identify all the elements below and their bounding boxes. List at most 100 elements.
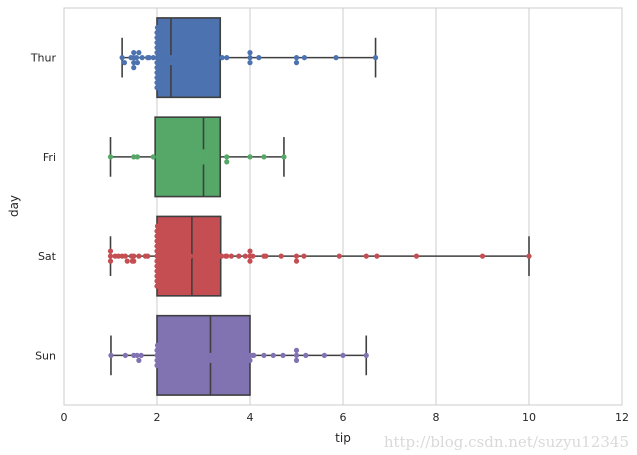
swarm-point-sat [413, 253, 420, 259]
swarm-point-sat [200, 268, 207, 274]
x-tick-label: 12 [615, 411, 629, 424]
swarm-point-sat [224, 253, 230, 259]
swarm-point-sun [251, 352, 257, 358]
swarm-point-sat [200, 238, 207, 244]
y-tick-label: Sun [35, 349, 56, 362]
swarm-point-sat [158, 253, 164, 259]
swarm-point-fri [200, 149, 207, 155]
y-axis-label: day [7, 195, 21, 217]
swarm-point-sat [136, 253, 142, 259]
swarm-point-sat [247, 248, 253, 254]
swarm-point-thur [256, 55, 262, 61]
swarm-point-sat [278, 253, 284, 259]
y-tick-label: Thur [30, 52, 57, 65]
swarm-point-fri [200, 159, 207, 165]
swarm-point-fri [247, 154, 253, 160]
watermark-text: http://blog.csdn.net/suzyu12345 [383, 433, 629, 451]
swarm-point-sun [293, 352, 300, 358]
swarm-point-sat [242, 253, 248, 259]
swarm-point-sat [209, 253, 215, 259]
swarm-point-thur [154, 65, 160, 71]
swarm-point-sun [108, 352, 114, 358]
swarm-point-sat [154, 238, 160, 244]
swarm-point-thur [158, 55, 164, 61]
swarm-point-fri [163, 154, 169, 160]
swarm-point-thur [154, 25, 161, 31]
swarm-point-sun [321, 352, 327, 358]
swarm-point-sat [301, 253, 307, 259]
swarm-point-thur [200, 55, 207, 61]
swarm-point-sat [154, 228, 160, 234]
swarm-point-sun [134, 352, 140, 358]
swarm-point-sun [136, 357, 142, 363]
swarm-point-fri [261, 154, 267, 160]
swarm-point-sat [200, 248, 207, 254]
swarm-point-thur [301, 55, 308, 61]
swarm-point-thur [168, 60, 175, 66]
swarm-point-thur [154, 45, 160, 51]
swarm-point-sun [261, 352, 267, 358]
swarm-point-sat [526, 253, 532, 259]
swarm-point-sun [224, 362, 230, 368]
swarm-point-sat [155, 258, 161, 264]
swarm-point-fri [177, 154, 183, 160]
swarm-point-sat [200, 258, 207, 264]
swarm-point-sat [250, 253, 256, 259]
swarm-point-sun [226, 342, 232, 348]
swarm-point-sun [340, 352, 346, 358]
swarm-point-sat [154, 263, 160, 269]
swarm-point-fri [224, 159, 230, 165]
swarm-point-sun [184, 357, 190, 363]
swarm-point-sun [224, 352, 230, 358]
swarm-point-thur [200, 45, 207, 51]
swarm-points-layer [107, 25, 532, 368]
swarm-point-thur [154, 30, 160, 36]
swarm-point-sat [200, 273, 207, 279]
swarm-point-thur [146, 55, 152, 61]
swarm-point-sun [154, 352, 160, 358]
swarm-point-sat [200, 263, 207, 269]
swarm-point-sun [122, 352, 128, 358]
swarm-point-sat [479, 253, 486, 259]
swarm-point-sun [154, 347, 160, 353]
swarm-point-sat [177, 253, 183, 259]
x-tick-label: 6 [340, 411, 347, 424]
swarm-point-sun [209, 352, 215, 358]
swarm-point-sat [177, 258, 183, 264]
swarm-point-thur [139, 55, 145, 61]
swarm-point-sat [154, 283, 160, 289]
swarm-point-fri [200, 154, 207, 160]
swarm-point-fri [131, 154, 137, 160]
swarm-point-thur [293, 55, 300, 61]
y-tick-labels: Thur Fri Sat Sun [30, 52, 57, 363]
swarm-point-sun [303, 352, 309, 358]
swarm-point-sat [115, 253, 122, 259]
swarm-point-sat [154, 223, 161, 229]
swarm-point-sun [224, 357, 230, 363]
swarm-point-sat [195, 253, 201, 259]
swarm-point-sat [184, 253, 190, 259]
swarm-point-thur [131, 50, 137, 56]
swarm-point-thur [168, 55, 174, 61]
x-tick-label: 4 [247, 411, 254, 424]
swarm-point-sat [131, 258, 137, 264]
x-tick-label: 2 [154, 411, 161, 424]
x-tick-label: 10 [522, 411, 536, 424]
x-tick-label: 0 [61, 411, 68, 424]
swarm-point-sun [154, 362, 160, 368]
swarm-point-sun [154, 342, 161, 348]
swarm-point-sat [177, 263, 183, 269]
swarm-point-sun [200, 347, 207, 353]
swarm-point-fri [205, 154, 211, 160]
swarm-point-thur [224, 55, 230, 61]
swarm-point-sun [224, 347, 230, 353]
swarm-point-sat [177, 243, 183, 249]
swarm-point-fri [281, 154, 287, 160]
swarm-point-thur [372, 55, 379, 61]
swarm-point-thur [182, 55, 188, 61]
swarm-point-sat [145, 253, 151, 259]
swarm-point-thur [154, 35, 160, 41]
swarm-point-sun [233, 352, 240, 358]
swarm-point-sat [236, 253, 242, 259]
